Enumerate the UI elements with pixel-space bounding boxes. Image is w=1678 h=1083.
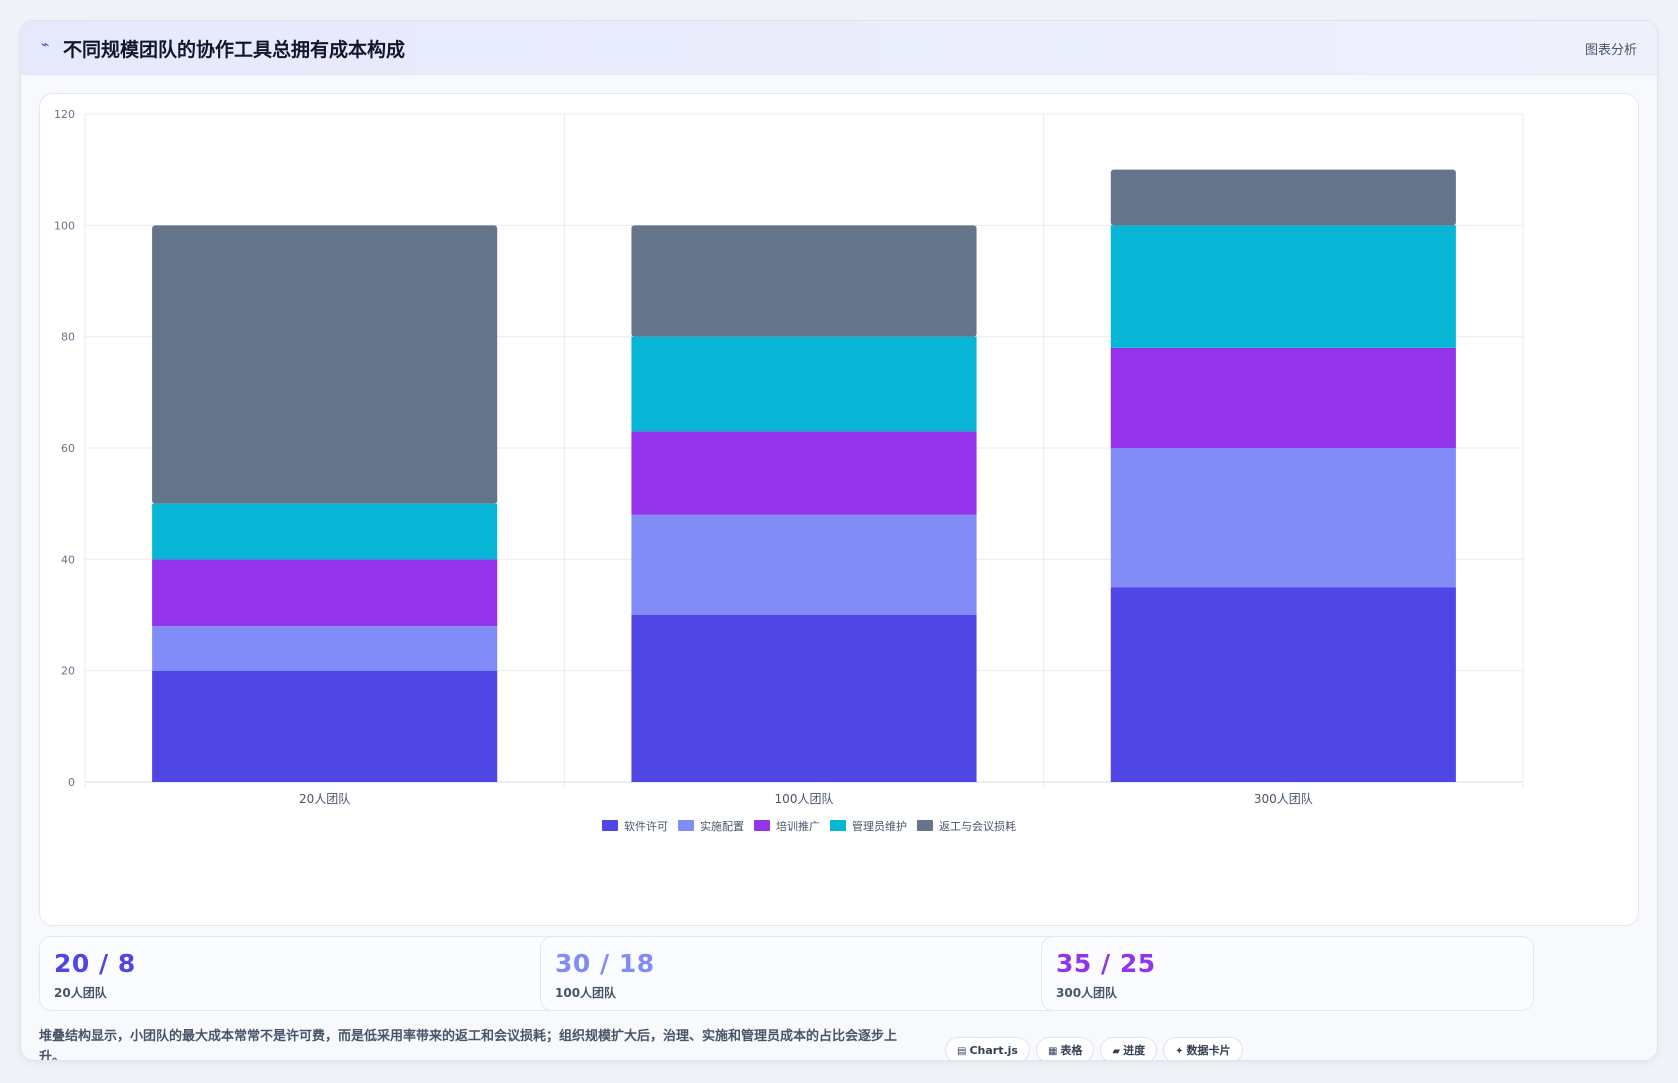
legend-label: 管理员维护 — [852, 819, 907, 833]
tag-progress[interactable]: ▰ 进度 — [1100, 1037, 1158, 1060]
legend-swatch — [754, 820, 770, 831]
stat-label: 300人团队 — [1056, 986, 1118, 1000]
y-tick-label: 20 — [61, 665, 75, 678]
stat-card-20: 20 / 8 20人团队 — [39, 936, 566, 1011]
legend-swatch — [917, 820, 933, 831]
table-icon: ▦ — [1047, 1046, 1058, 1057]
chart-panel: 0 20 40 60 80 100 120 20人团队 100人团队 300人团队软件许可 实施配置… — [39, 93, 1639, 926]
trend-icon: ⌁ — [41, 37, 50, 53]
stat-card-100: 30 / 18 100人团队 — [540, 936, 1067, 1011]
bar-segment — [1110, 587, 1456, 782]
y-tick-label: 40 — [61, 553, 75, 566]
chart-note: 堆叠结构显示，小团队的最大成本常常不是许可费，而是低采用率带来的返工和会议损耗；… — [39, 1029, 898, 1061]
bar-segment — [152, 559, 498, 627]
bar-segment — [152, 225, 498, 504]
bar-segment — [1110, 347, 1456, 448]
stat-label: 100人团队 — [555, 986, 617, 1000]
legend-swatch — [678, 820, 694, 831]
x-tick-label: 100人团队 — [775, 791, 834, 806]
bar-segment — [152, 503, 498, 560]
stat-label: 20人团队 — [54, 986, 107, 1000]
bar-segment — [1110, 448, 1456, 588]
bar-segment — [631, 615, 977, 782]
bar-segment — [631, 336, 977, 432]
sparkle-icon: ✦ — [1175, 1046, 1184, 1057]
stat-value: 30 / 18 — [555, 949, 655, 978]
legend-swatch — [602, 820, 618, 831]
chart-analysis-button[interactable]: 图表分析 — [1584, 43, 1637, 58]
stat-card-300: 35 / 25 300人团队 — [1041, 936, 1534, 1011]
y-tick-label: 60 — [61, 442, 75, 455]
bar-segment — [631, 431, 977, 515]
bar-segment — [1110, 225, 1456, 348]
legend-label: 返工与会议损耗 — [939, 819, 1016, 833]
stat-value: 35 / 25 — [1056, 949, 1156, 978]
x-tick-label: 20人团队 — [299, 791, 350, 806]
y-tick-label: 80 — [61, 331, 75, 344]
bar-segment — [1110, 169, 1456, 226]
tag-label: Chart.js — [969, 1044, 1018, 1057]
stat-cards: 20 / 8 20人团队 30 / 18 100人团队 35 / 25 300人… — [39, 936, 1639, 1011]
tag-list: ▤ Chart.js ▦ 表格 ▰ 进度 ✦ 数据卡片 — [945, 1037, 1249, 1060]
y-tick-label: 120 — [54, 108, 75, 121]
bar-segment — [152, 670, 498, 782]
y-tick-label: 0 — [68, 776, 75, 789]
page-title: 不同规模团队的协作工具总拥有成本构成 — [63, 39, 406, 61]
tag-chartjs[interactable]: ▤ Chart.js — [945, 1037, 1030, 1060]
bar-segment — [631, 514, 977, 615]
tag-data-cards[interactable]: ✦ 数据卡片 — [1163, 1037, 1243, 1060]
chart-icon: ▤ — [957, 1046, 967, 1057]
stat-value: 20 / 8 — [54, 949, 136, 978]
bar-segment — [152, 626, 498, 671]
legend-label: 软件许可 — [624, 819, 668, 833]
y-tick-label: 100 — [54, 219, 75, 232]
card-header: ⌁ 不同规模团队的协作工具总拥有成本构成 图表分析 — [21, 21, 1657, 75]
tag-label: 表格 — [1060, 1044, 1083, 1057]
legend-swatch — [830, 820, 846, 831]
bar-segment — [631, 225, 977, 337]
legend-label: 培训推广 — [776, 819, 820, 833]
chart-card: ⌁ 不同规模团队的协作工具总拥有成本构成 图表分析 0 20 40 60 80 100 12… — [20, 20, 1658, 1061]
progress-icon: ▰ — [1112, 1046, 1121, 1057]
tag-label: 进度 — [1123, 1044, 1146, 1057]
tag-table[interactable]: ▦ 表格 — [1035, 1037, 1095, 1060]
x-tick-label: 300人团队 — [1254, 791, 1313, 806]
legend-label: 实施配置 — [700, 819, 744, 833]
tag-label: 数据卡片 — [1186, 1044, 1231, 1057]
